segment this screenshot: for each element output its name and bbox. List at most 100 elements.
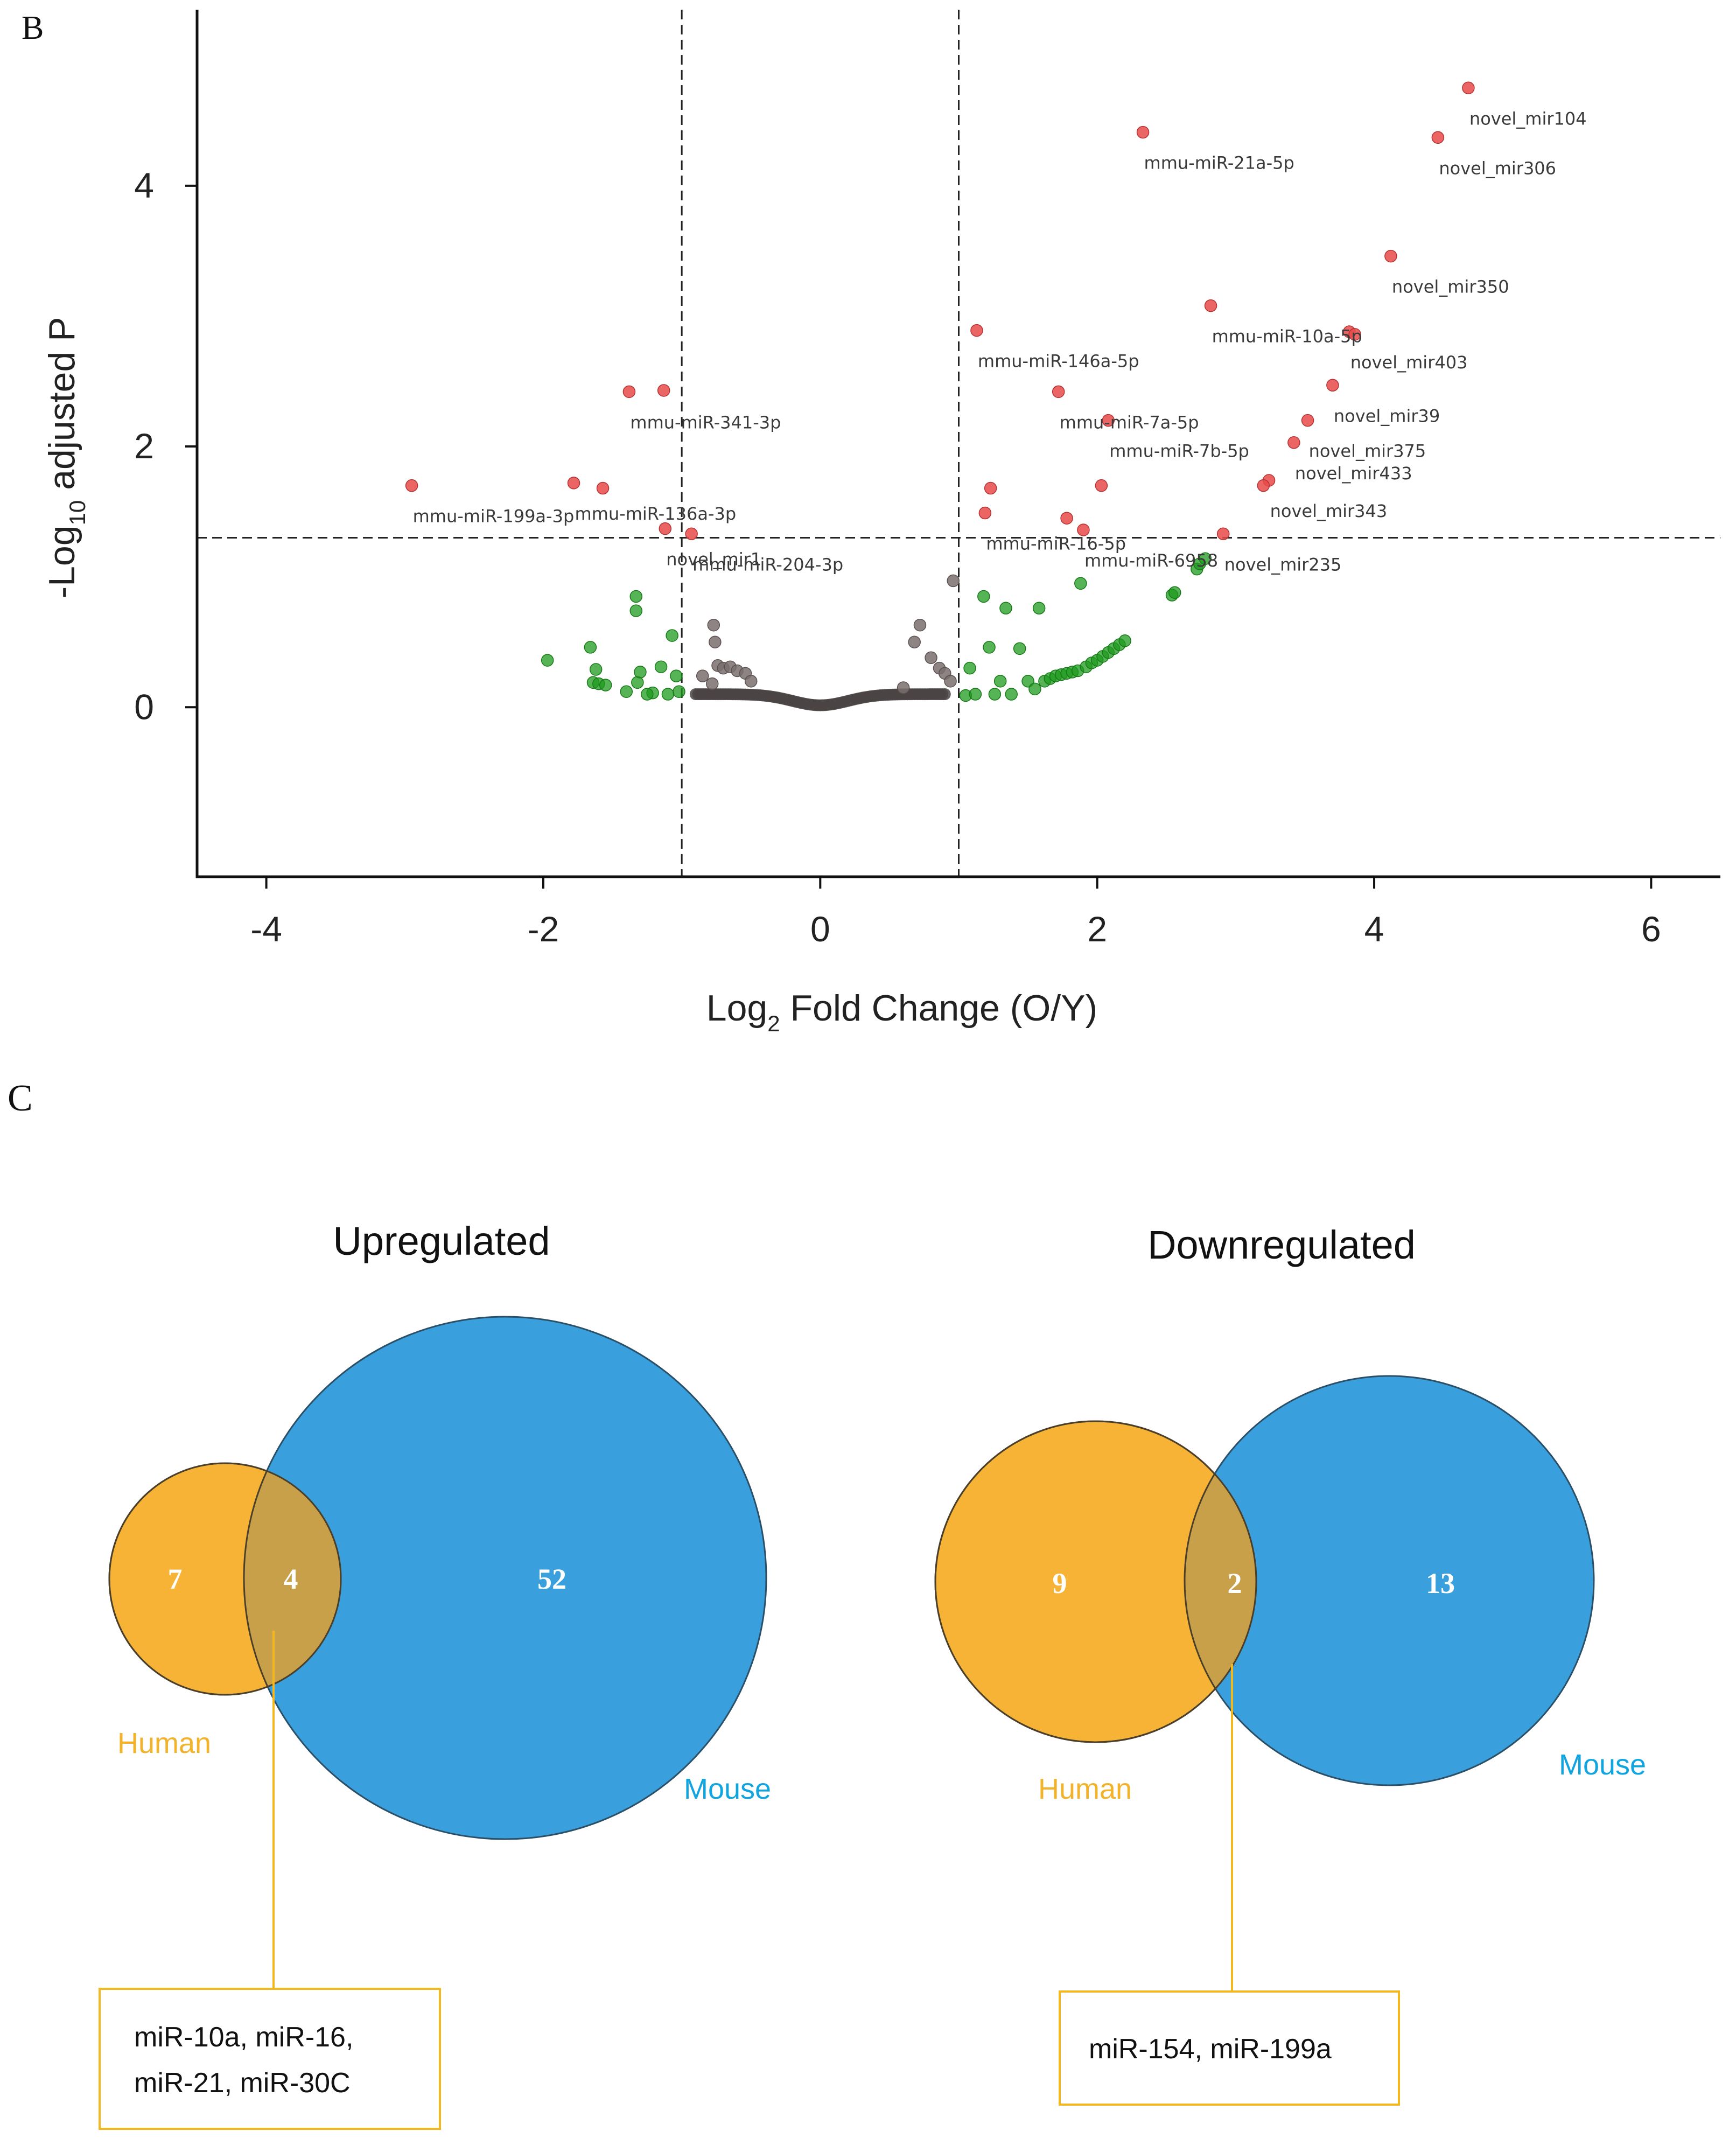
point-label-12: novel_mir433 (1295, 463, 1412, 484)
fold-point-20 (969, 688, 982, 701)
fold-point-0 (541, 654, 554, 667)
venn-up-human-label: Human (117, 1727, 211, 1759)
venn-down-overlap (1184, 1421, 1256, 1742)
fold-point-26 (1005, 688, 1018, 701)
sig-point-14 (657, 384, 670, 397)
venn-down-title: Downregulated (1147, 1222, 1416, 1267)
point-label-18: novel_mir1 (666, 549, 761, 570)
venn-down-human-outline (934, 1420, 1257, 1743)
fold-point-8 (629, 604, 643, 617)
point-label-1: novel_mir306 (1439, 158, 1556, 178)
fold-point-38 (1074, 577, 1087, 590)
point-label-4: mmu-miR-10a-5p (1212, 326, 1362, 347)
ns-point-100 (939, 688, 951, 701)
fold-point-27 (1013, 642, 1026, 655)
sig-point-7 (970, 324, 983, 337)
point-label-7: mmu-miR-146a-5p (978, 351, 1139, 372)
y-axis-title: -Log10 adjusted P (41, 317, 90, 598)
sig-point-18 (659, 522, 672, 535)
venn-down-callout-line-1: miR-154, miR-199a (1089, 2034, 1332, 2065)
panel-c-letter: C (8, 1078, 33, 1119)
point-label-8: novel_mir39 (1334, 406, 1440, 426)
sig-point-10 (1102, 414, 1115, 427)
ns-point-110 (696, 669, 709, 682)
ns-point-116 (947, 574, 960, 588)
point-label-13: mmu-miR-341-3p (630, 412, 781, 432)
sig-point-2 (1136, 125, 1150, 139)
point-label-27: novel_mir235 (1224, 554, 1342, 575)
sig-point-11 (1301, 414, 1314, 427)
venn-down-mouse-count: 13 (1426, 1567, 1455, 1599)
venn-up-overlap (243, 1463, 341, 1695)
x-tick-label-4: 4 (1364, 909, 1384, 949)
fold-point-5 (599, 679, 612, 691)
sig-point-8 (1326, 379, 1339, 392)
fold-point-14 (666, 629, 678, 642)
fold-point-22 (983, 641, 996, 654)
sig-point-20 (984, 481, 997, 495)
fold-point-30 (1032, 602, 1046, 615)
sig-point-4 (1204, 299, 1217, 312)
venn-down-overlap-count: 2 (1228, 1567, 1242, 1599)
ns-point-108 (744, 675, 758, 688)
fold-point-24 (993, 675, 1007, 688)
fold-point-46 (1118, 634, 1131, 647)
venn-up-mouse-count: 52 (537, 1563, 566, 1595)
point-label-24: mmu-miR-6958 (1084, 550, 1218, 571)
fold-point-16 (673, 685, 685, 698)
fold-point-6 (620, 685, 633, 698)
sig-point-21 (978, 506, 992, 520)
fold-point-29 (1028, 682, 1041, 696)
sig-point-16 (567, 477, 580, 490)
point-label-19: mmu-miR-204-3p (692, 554, 843, 575)
x-tick-label-2: 0 (810, 909, 830, 949)
point-label-9: mmu-miR-7a-5p (1060, 412, 1199, 432)
fold-point-2 (589, 663, 603, 676)
fold-point-10 (634, 666, 647, 679)
point-label-3: novel_mir350 (1392, 277, 1509, 297)
point-label-0: novel_mir104 (1469, 108, 1587, 129)
fold-point-19 (963, 661, 976, 675)
fold-change-only-points (541, 552, 1212, 702)
fold-point-13 (661, 688, 675, 701)
venn-up-human-outline (108, 1462, 342, 1696)
venn-up-callout-line-1: miR-10a, miR-16, (134, 2022, 353, 2053)
ns-point-117 (897, 681, 910, 694)
venn-up-callout-line-2: miR-21, miR-30C (134, 2067, 351, 2099)
venn-up-title: Upregulated (333, 1219, 550, 1263)
threshold-lines (197, 10, 1720, 877)
sig-point-12 (1287, 436, 1300, 449)
point-label-25: novel_mir343 (1270, 501, 1388, 521)
panel-b-letter: B (22, 10, 44, 46)
y-tick-label-1: 2 (134, 426, 154, 466)
point-label-5: novel_mir403 (1350, 352, 1468, 373)
y-tick-label-0: 0 (134, 687, 154, 726)
x-tick-label-3: 2 (1087, 909, 1107, 949)
axis-ticks: -4 -2 0 2 4 6 0 2 4 (134, 165, 1661, 949)
fold-point-51 (1199, 552, 1212, 565)
x-tick-label-5: 6 (1641, 909, 1661, 949)
volcano-plot: novel_mir104novel_mir306mmu-miR-21a-5pno… (41, 10, 1720, 1036)
point-label-2: mmu-miR-21a-5p (1144, 153, 1294, 173)
sig-point-1 (1431, 131, 1445, 144)
fold-point-21 (977, 590, 990, 603)
ns-point-111 (908, 635, 921, 648)
ns-point-101 (707, 618, 720, 632)
sig-point-27 (1216, 527, 1230, 541)
venn-upregulated: Upregulated 7 4 52 Human Mouse miR-10a, … (99, 1219, 771, 2130)
ns-point-113 (925, 651, 937, 665)
fold-point-23 (988, 688, 1002, 701)
venn-up-callout-box (99, 1988, 441, 2130)
venn-down-callout-box (1059, 1990, 1400, 2106)
point-label-10: mmu-miR-7b-5p (1109, 441, 1249, 462)
ns-point-109 (705, 677, 719, 690)
point-label-16: mmu-miR-136a-3p (575, 504, 737, 524)
x-tick-label-1: -2 (528, 909, 559, 949)
point-label-15: mmu-miR-199a-3p (413, 506, 575, 527)
point-label-11: novel_mir375 (1309, 441, 1426, 462)
fold-point-17 (641, 688, 654, 701)
sig-point-9 (1052, 385, 1065, 399)
sig-point-13 (622, 385, 636, 399)
not-significant-points (689, 574, 960, 711)
sig-point-17 (596, 481, 610, 495)
